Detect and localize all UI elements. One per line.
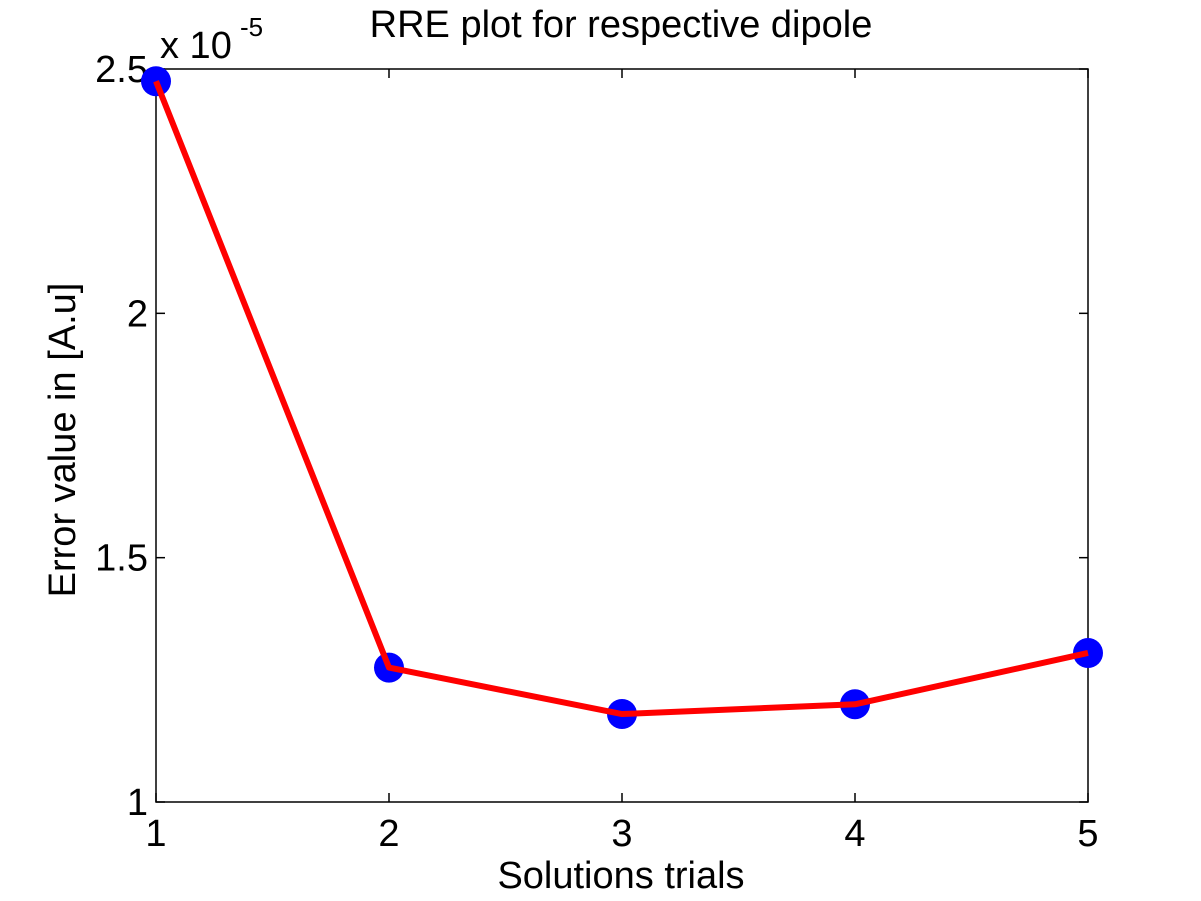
x-tick-label: 3 (611, 813, 632, 855)
x-tick-label: 2 (378, 813, 399, 855)
y-tick-label: 2.5 (95, 49, 148, 91)
y-multiplier-exponent: -5 (240, 12, 263, 42)
y-axis-label: Error value in [A.u] (42, 283, 84, 598)
x-tick-label: 4 (844, 813, 865, 855)
series-line (153, 80, 1089, 718)
y-tick-label: 1.5 (95, 538, 148, 580)
y-multiplier-base: x 10 (160, 25, 232, 67)
plot-area (155, 68, 1089, 803)
tick-labels: 1 2 3 4 5 1 1.5 2 2.5 (95, 49, 1098, 855)
chart-title: RRE plot for respective dipole (370, 4, 873, 46)
data-series (141, 66, 1103, 730)
x-tick-label: 5 (1077, 813, 1098, 855)
y-tick-label: 2 (127, 293, 148, 335)
x-axis-label: Solutions trials (497, 855, 744, 897)
tick-marks (155, 68, 1089, 803)
x-tick-label: 1 (145, 813, 166, 855)
y-tick-label: 1 (127, 782, 148, 824)
